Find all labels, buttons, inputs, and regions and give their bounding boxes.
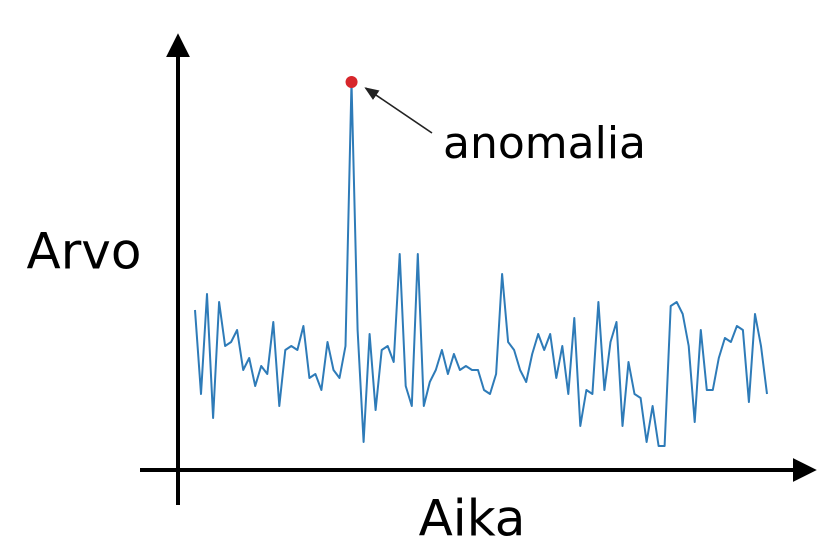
- annotation-text: anomalia: [443, 118, 646, 169]
- anomaly-point: [345, 76, 358, 88]
- data-line: [194, 81, 768, 447]
- annotation-arrow: [364, 87, 433, 134]
- x-axis-label: Aika: [419, 490, 526, 548]
- y-axis-label: Arvo: [27, 223, 142, 281]
